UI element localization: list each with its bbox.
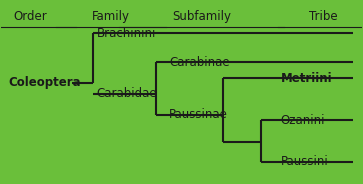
Text: Paussini: Paussini (281, 155, 328, 168)
Text: Order: Order (13, 10, 47, 23)
Text: Ozanini: Ozanini (281, 114, 325, 127)
Text: Tribe: Tribe (310, 10, 338, 23)
Text: Brachinini: Brachinini (97, 27, 156, 40)
Text: Paussinae: Paussinae (169, 108, 228, 121)
Text: Coleoptera: Coleoptera (9, 76, 81, 89)
Text: Metriini: Metriini (281, 72, 332, 85)
Text: Subfamily: Subfamily (172, 10, 231, 23)
Text: Carabidae: Carabidae (97, 87, 158, 100)
Text: Carabinae: Carabinae (169, 56, 229, 69)
Text: Family: Family (92, 10, 130, 23)
